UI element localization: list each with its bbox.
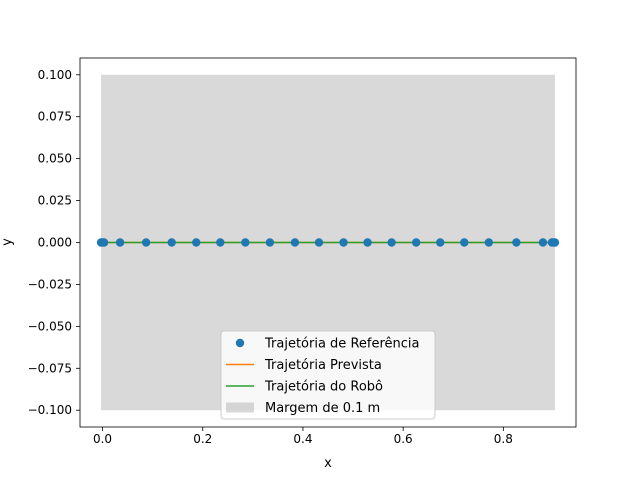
legend-label: Margem de 0.1 m xyxy=(265,401,380,416)
reference-point xyxy=(216,238,225,247)
reference-point xyxy=(387,238,396,247)
reference-point xyxy=(290,238,300,247)
reference-point xyxy=(339,238,348,247)
reference-point xyxy=(265,238,275,247)
legend-label: Trajetória do Robô xyxy=(264,380,383,395)
legend-swatch xyxy=(226,402,254,413)
x-axis-label: x xyxy=(324,456,332,471)
reference-point xyxy=(167,238,176,247)
y-tick-label: −0.025 xyxy=(28,277,72,291)
reference-point xyxy=(460,238,469,247)
x-tick-label: 0.4 xyxy=(293,432,312,446)
y-tick-label: 0.075 xyxy=(38,110,72,124)
reference-point xyxy=(436,238,445,247)
legend-box xyxy=(220,330,436,420)
reference-point xyxy=(484,238,494,247)
reference-point xyxy=(141,238,151,247)
reference-point xyxy=(314,238,324,247)
reference-point xyxy=(538,238,548,247)
y-tick-label: 0.100 xyxy=(38,68,72,82)
x-tick-label: 0.0 xyxy=(93,432,112,446)
reference-point xyxy=(241,238,250,247)
y-tick-label: 0.000 xyxy=(38,236,72,250)
reference-point xyxy=(512,238,521,247)
reference-point xyxy=(115,238,125,247)
reference-point xyxy=(363,238,372,247)
legend-marker xyxy=(235,338,245,348)
y-tick-label: 0.050 xyxy=(38,152,72,166)
y-tick-label: −0.050 xyxy=(28,319,72,333)
legend: Trajetória de Referência Trajetória Previ… xyxy=(220,330,436,420)
reference-point xyxy=(192,238,201,247)
legend-label: Trajetória Prevista xyxy=(264,358,382,373)
plot-area xyxy=(96,74,560,411)
axes: 0.0 0.2 0.4 0.6 0.8 0.100 0.075 0.050 0.025 0.000… xyxy=(28,57,577,446)
x-tick-label: 0.8 xyxy=(494,432,513,446)
y-tick-label: −0.100 xyxy=(28,403,72,417)
y-tick-label: 0.025 xyxy=(38,194,72,208)
y-axis-label: y xyxy=(0,238,15,246)
reference-point xyxy=(99,238,109,247)
reference-point xyxy=(550,238,560,247)
x-tick-label: 0.2 xyxy=(193,432,212,446)
x-tick-label: 0.6 xyxy=(394,432,413,446)
y-tick-label: −0.075 xyxy=(28,361,72,375)
legend-label: Trajetória de Referência xyxy=(264,337,419,352)
reference-point xyxy=(411,238,421,247)
